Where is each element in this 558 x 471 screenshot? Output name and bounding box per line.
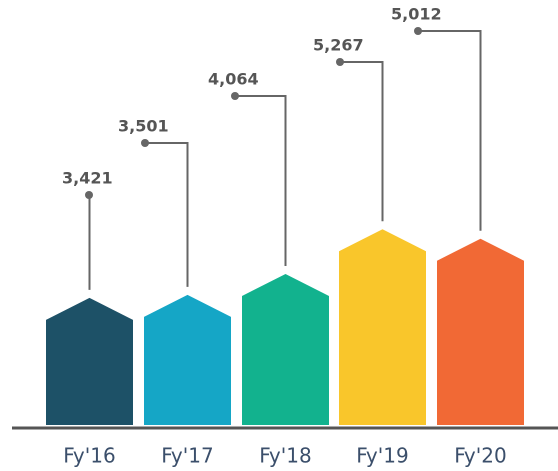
leader-line (88, 194, 91, 290)
value-label: 5,267 (313, 36, 364, 55)
bar (46, 297, 133, 425)
leader-dot (231, 92, 239, 100)
value-label: 3,501 (118, 117, 169, 136)
leader-line (145, 142, 189, 287)
bar (144, 294, 231, 425)
leader-line (235, 95, 287, 266)
bar (339, 229, 426, 425)
leader-dot (336, 58, 344, 66)
leader-line (340, 61, 384, 222)
x-tick-label: Fy'18 (259, 444, 311, 468)
leader-dot (85, 191, 93, 199)
bar (437, 238, 524, 425)
x-tick-label: Fy'17 (161, 444, 213, 468)
value-label: 3,421 (62, 169, 113, 188)
leader-dot (141, 139, 149, 147)
bar (242, 273, 329, 425)
value-label: 4,064 (208, 70, 259, 89)
x-tick-label: Fy'20 (454, 444, 506, 468)
x-tick-label: Fy'16 (63, 444, 115, 468)
x-tick-label: Fy'19 (356, 444, 408, 468)
leader-dot (414, 27, 422, 35)
value-label: 5,012 (391, 5, 442, 24)
leader-line (418, 30, 482, 231)
